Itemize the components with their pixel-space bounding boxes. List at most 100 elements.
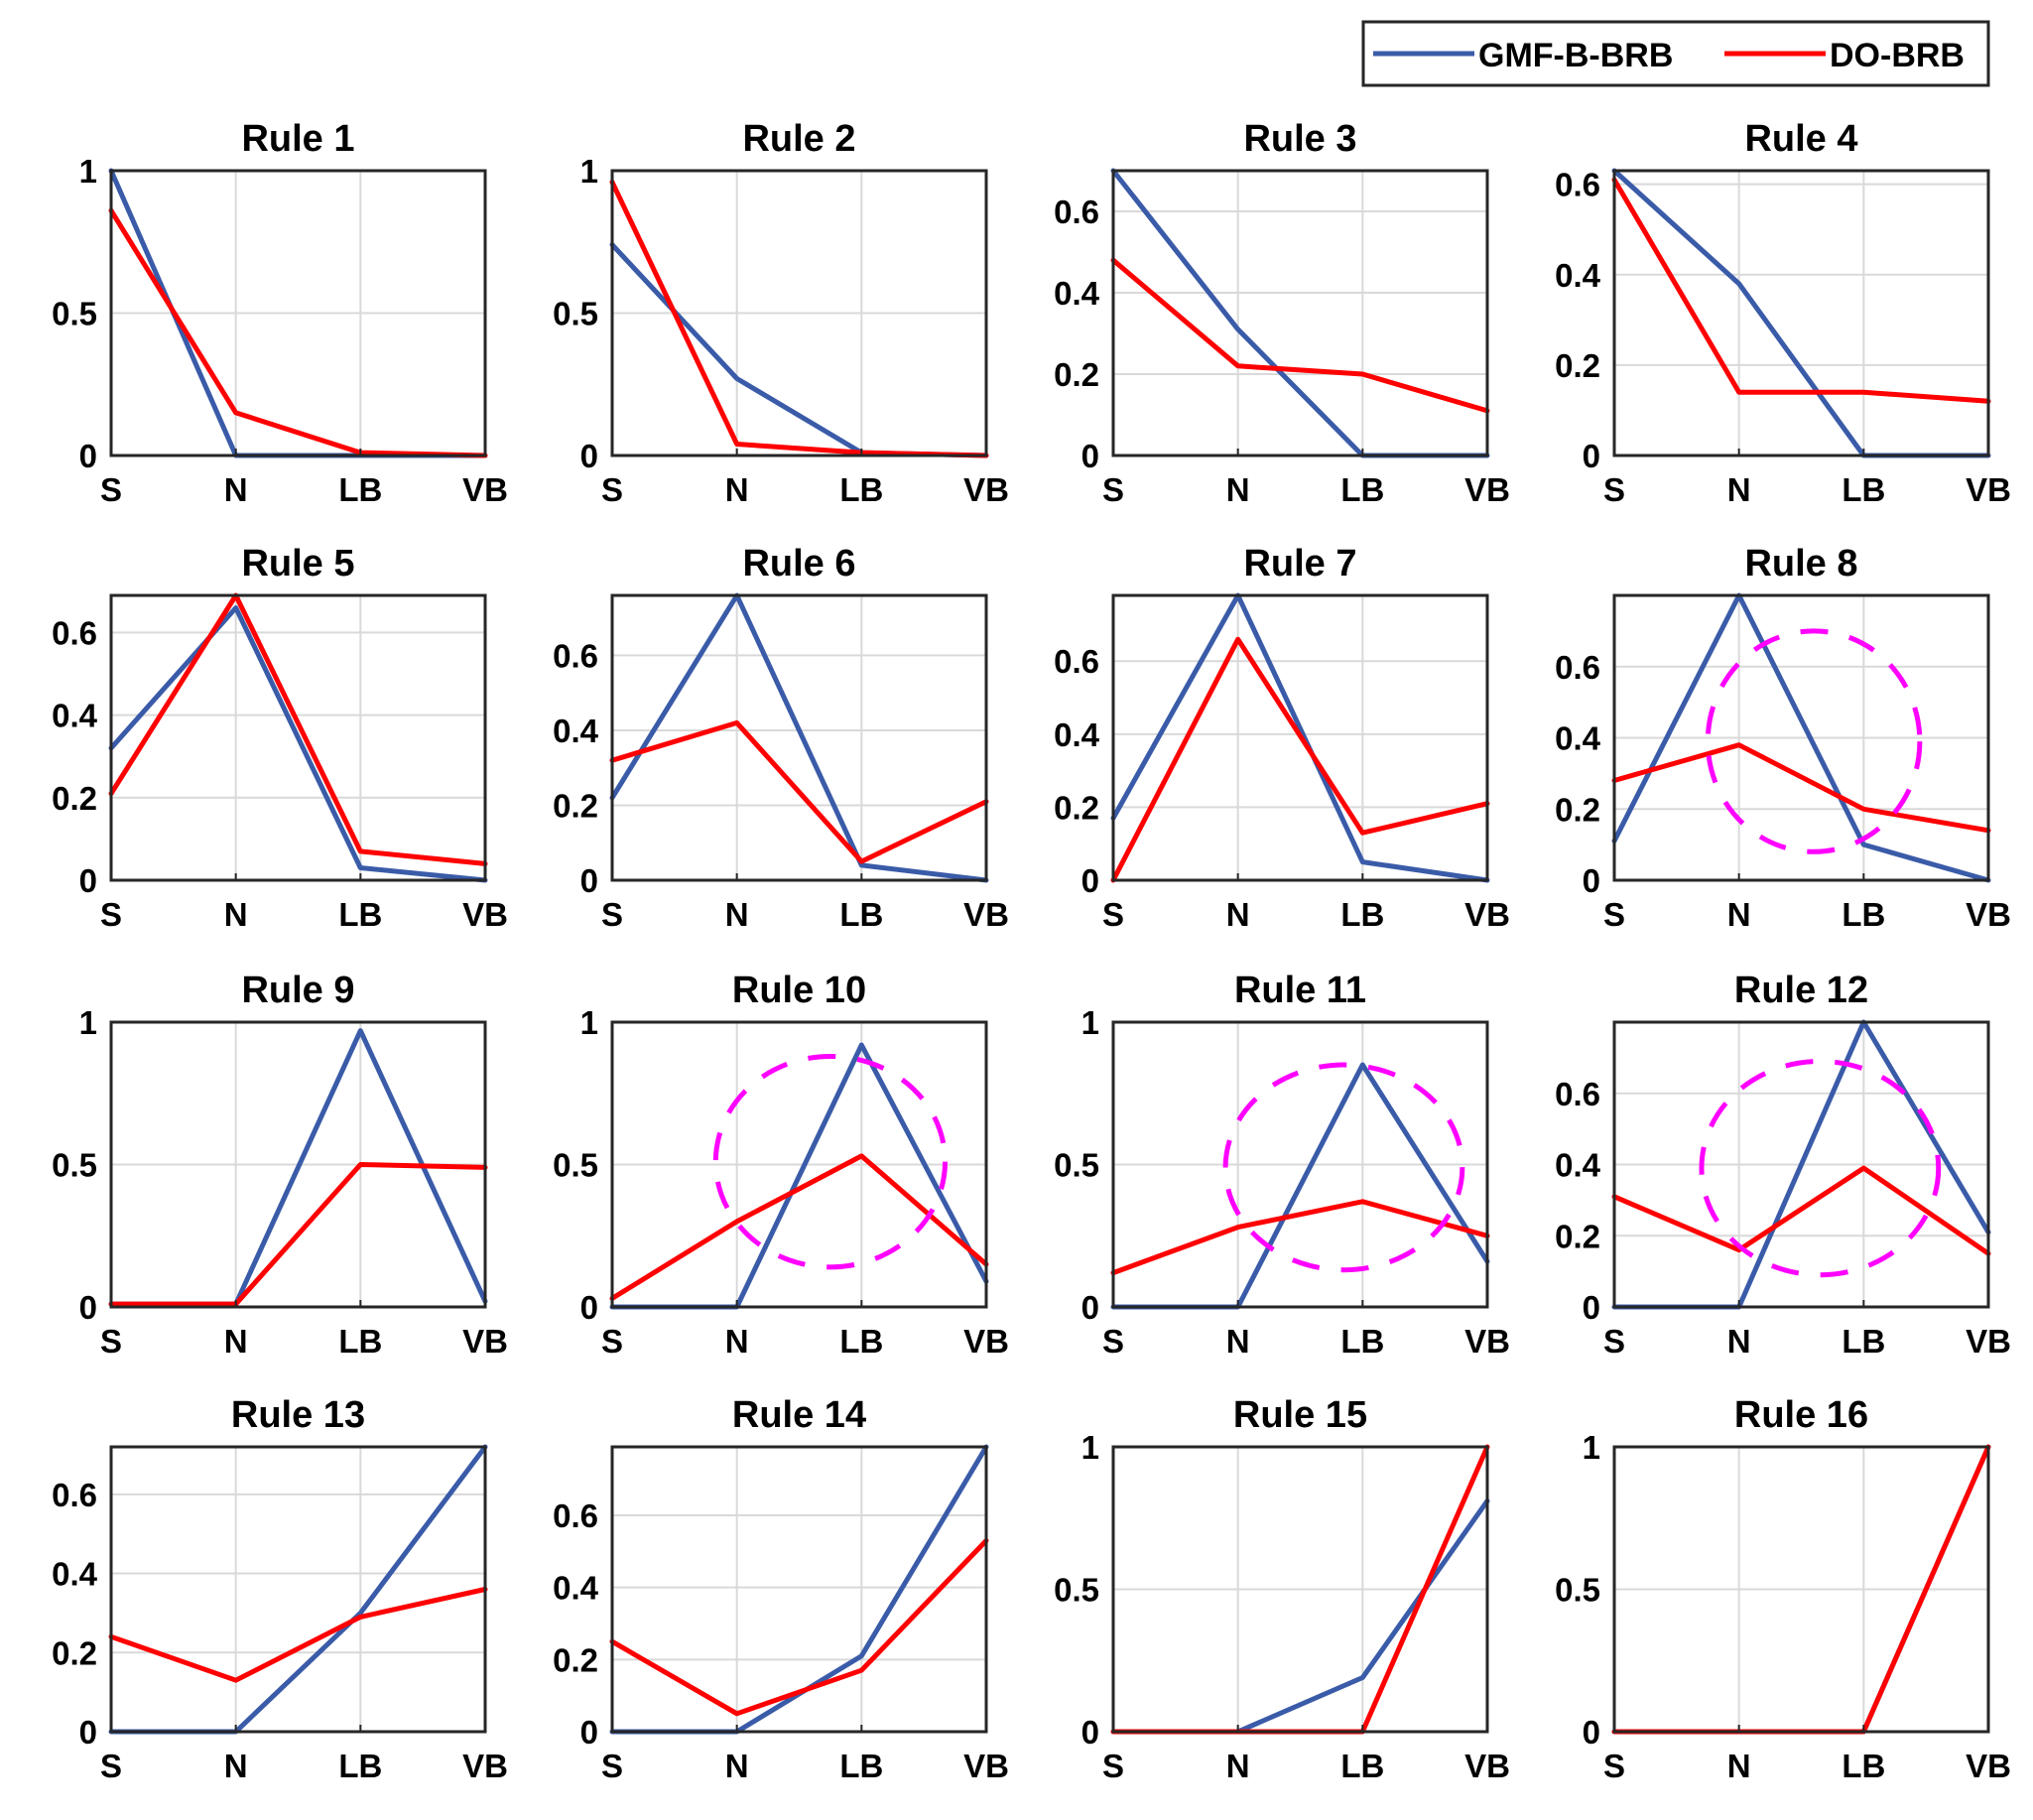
rule-5-ytick-label: 0.6: [52, 614, 97, 651]
rule-4-xtick-label: S: [1603, 471, 1625, 508]
rule-12-xtick-label: LB: [1842, 1323, 1885, 1360]
rule-5-series-gmf-b-brb: [108, 605, 488, 883]
rule-13-ytick-label: 0.6: [52, 1477, 97, 1513]
rule-6-xtick-label: VB: [963, 896, 1009, 933]
rule-8-xtick-label: S: [1603, 896, 1625, 933]
rule-4-ytick-label: 0.2: [1555, 347, 1600, 384]
rule-7-ytick-label: 0: [1081, 862, 1099, 899]
rule-10-series-gmf-b-brb: [609, 1042, 989, 1310]
rule-3-ytick-label: 0.6: [1054, 194, 1099, 230]
rule-7-xtick-label: VB: [1464, 896, 1510, 933]
rule-3-xtick-label: N: [1226, 471, 1250, 508]
rule-15-ytick-label: 0: [1081, 1714, 1099, 1751]
rule-8-panel: Rule 8 S N LB VB 0 0.2 0.4 0.6: [1555, 543, 2011, 933]
rule-10-title: Rule 10: [732, 970, 866, 1011]
rule-11-axes-frame: [1111, 1020, 1489, 1309]
rule-5-title: Rule 5: [241, 543, 354, 585]
rule-6-xtick-label: S: [601, 896, 623, 933]
rule-11-series-do-brb: [1110, 1199, 1490, 1276]
rule-11-xtick-label: N: [1226, 1323, 1250, 1360]
rule-7-title: Rule 7: [1243, 543, 1356, 585]
rule-10-series-do-brb: [609, 1153, 989, 1301]
rule-15-xtick-label: N: [1226, 1748, 1250, 1784]
rule-8-ytick-label: 0: [1583, 862, 1600, 899]
rule-5-xtick-label: S: [100, 896, 122, 933]
rule-12-ytick-label: 0.6: [1555, 1076, 1600, 1112]
rule-13-xtick-label: N: [224, 1748, 248, 1784]
rule-9-ytick-label: 0: [79, 1289, 97, 1326]
rule-14-series-gmf-b-brb: [609, 1444, 989, 1735]
rule-2-ytick-label: 1: [580, 153, 598, 190]
rule-8-ytick-label: 0.2: [1555, 791, 1600, 828]
rule-7-xtick-label: S: [1102, 896, 1124, 933]
rule-3-ytick-label: 0: [1081, 438, 1099, 474]
rule-8-series-do-brb: [1611, 742, 1991, 834]
rule-10-xtick-label: N: [725, 1323, 749, 1360]
rule-2-ytick-label: 0.5: [553, 296, 598, 332]
rule-15-xtick-label: LB: [1340, 1748, 1384, 1784]
rule-2-series-gmf-b-brb: [609, 242, 989, 458]
rule-3-series-gmf-b-brb: [1110, 168, 1490, 458]
rule-2-ytick-label: 0: [580, 438, 598, 474]
rule-3-xtick-label: S: [1102, 471, 1124, 508]
rule-6-series-do-brb: [609, 719, 989, 864]
rule-15-title: Rule 15: [1233, 1394, 1367, 1436]
rule-4-ytick-label: 0.4: [1555, 257, 1601, 294]
rule-8-ytick-label: 0.6: [1555, 649, 1600, 686]
rule-10-highlight-ellipse: [712, 1053, 949, 1270]
rule-16-ytick-label: 1: [1583, 1429, 1600, 1466]
panels-grid: Rule 1 S N LB VB 0 0.5 1 Rule 2 S N LB VB 0 0.5 1 Rule 3…: [52, 118, 2011, 1784]
rule-8-xtick-label: VB: [1966, 896, 2011, 933]
rule-5-xtick-label: N: [224, 896, 248, 933]
rule-6-ytick-label: 0.4: [553, 713, 599, 749]
rule-9-series-do-brb: [108, 1162, 488, 1307]
rule-5-axes-frame: [109, 593, 487, 882]
rule-11-ytick-label: 1: [1081, 1004, 1099, 1041]
rule-16-ytick-label: 0: [1583, 1714, 1600, 1751]
rule-13-axes-frame: [109, 1445, 487, 1734]
rule-3-ytick-label: 0.4: [1054, 275, 1100, 312]
rule-1-ytick-label: 0: [79, 438, 97, 474]
rule-9-ytick-label: 1: [79, 1004, 97, 1041]
rule-7-ytick-label: 0.6: [1054, 643, 1099, 680]
rule-15-series-gmf-b-brb: [1110, 1498, 1490, 1735]
rule-13-xtick-label: S: [100, 1748, 122, 1784]
rule-14-xtick-label: N: [725, 1748, 749, 1784]
rule-1-title: Rule 1: [241, 118, 354, 160]
rule-12-xtick-label: S: [1603, 1323, 1625, 1360]
rule-1-panel: Rule 1 S N LB VB 0 0.5 1: [52, 118, 508, 508]
rule-13-ytick-label: 0.2: [52, 1634, 97, 1671]
rule-8-xtick-label: N: [1727, 896, 1751, 933]
rule-5-ytick-label: 0.4: [52, 698, 98, 734]
rule-4-ytick-label: 0.6: [1555, 167, 1600, 203]
rule-7-axes-frame: [1111, 593, 1489, 882]
rule-7-ytick-label: 0.2: [1054, 789, 1099, 826]
rule-4-series-do-brb: [1611, 177, 1991, 404]
rule-12-series-do-brb: [1611, 1165, 1991, 1256]
rule-10-xtick-label: S: [601, 1323, 623, 1360]
rule-11-highlight-ellipse: [1222, 1062, 1465, 1273]
rule-13-ytick-label: 0.4: [52, 1556, 98, 1593]
rule-10-ytick-label: 0.5: [553, 1147, 598, 1184]
rule-14-panel: Rule 14 S N LB VB 0 0.2 0.4 0.6: [553, 1394, 1009, 1784]
rule-9-axes-frame: [109, 1020, 487, 1309]
rule-12-ytick-label: 0: [1583, 1289, 1600, 1326]
rule-4-axes-frame: [1612, 169, 1990, 457]
rule-2-xtick-label: S: [601, 471, 623, 508]
rule-16-panel: Rule 16 S N LB VB 0 0.5 1: [1555, 1394, 2011, 1784]
rule-16-title: Rule 16: [1734, 1394, 1868, 1436]
rule-5-xtick-label: VB: [462, 896, 508, 933]
rule-3-series-do-brb: [1110, 257, 1490, 414]
rule-4-title: Rule 4: [1744, 118, 1857, 160]
rule-9-panel: Rule 9 S N LB VB 0 0.5 1: [52, 970, 508, 1360]
rule-12-ytick-label: 0.2: [1555, 1218, 1600, 1254]
rule-16-xtick-label: S: [1603, 1748, 1625, 1784]
rule-9-xtick-label: LB: [338, 1323, 382, 1360]
rule-10-xtick-label: VB: [963, 1323, 1009, 1360]
rule-6-axes-frame: [610, 593, 988, 882]
rule-5-ytick-label: 0.2: [52, 780, 97, 817]
rule-14-axes-frame: [610, 1445, 988, 1734]
rule-12-panel: Rule 12 S N LB VB 0 0.2 0.4 0.6: [1555, 970, 2011, 1360]
legend-label-do: DO-BRB: [1830, 37, 1965, 74]
rule-9-ytick-label: 0.5: [52, 1147, 97, 1184]
